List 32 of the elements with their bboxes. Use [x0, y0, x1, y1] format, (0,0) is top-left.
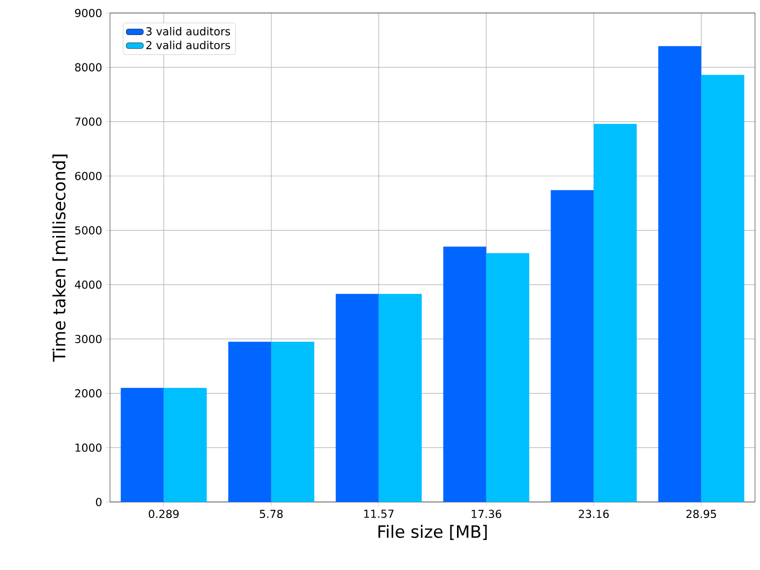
legend-label: 3 valid auditors [146, 26, 230, 36]
bar [336, 294, 379, 502]
bar [164, 388, 207, 502]
y-tick-label: 2000 [75, 389, 102, 398]
y-axis-title: Time taken [millisecond] [52, 154, 68, 362]
x-tick-label: 17.36 [472, 510, 502, 518]
y-tick-label: 5000 [75, 226, 102, 234]
bar [486, 253, 530, 502]
y-tick-label: 3000 [75, 334, 102, 344]
y-tick-label: 6000 [75, 172, 102, 180]
y-tick-label: 4000 [74, 280, 102, 289]
x-tick-label: 11.57 [364, 510, 394, 518]
bar [658, 46, 702, 502]
y-tick-label: 1000 [76, 444, 102, 452]
y-tick-label: 8000 [75, 63, 102, 72]
x-tick-label: 28.95 [686, 510, 716, 518]
bar [271, 342, 314, 502]
bar [228, 342, 272, 502]
legend-label: 2 valid auditors [146, 40, 230, 50]
x-tick-label: 0.289 [148, 510, 179, 518]
y-tick-label: 9000 [75, 8, 102, 18]
bar [701, 74, 744, 502]
y-tick-label: 0 [96, 498, 102, 506]
x-axis-title: File size [MB] [378, 524, 487, 540]
y-tick-label: 7000 [75, 118, 102, 126]
bar [378, 294, 422, 502]
x-tick-label: 5.78 [260, 510, 283, 518]
bar [443, 246, 486, 502]
bar [550, 190, 594, 502]
bar [120, 388, 164, 502]
bar [594, 124, 637, 502]
x-tick-label: 23.16 [578, 510, 609, 518]
